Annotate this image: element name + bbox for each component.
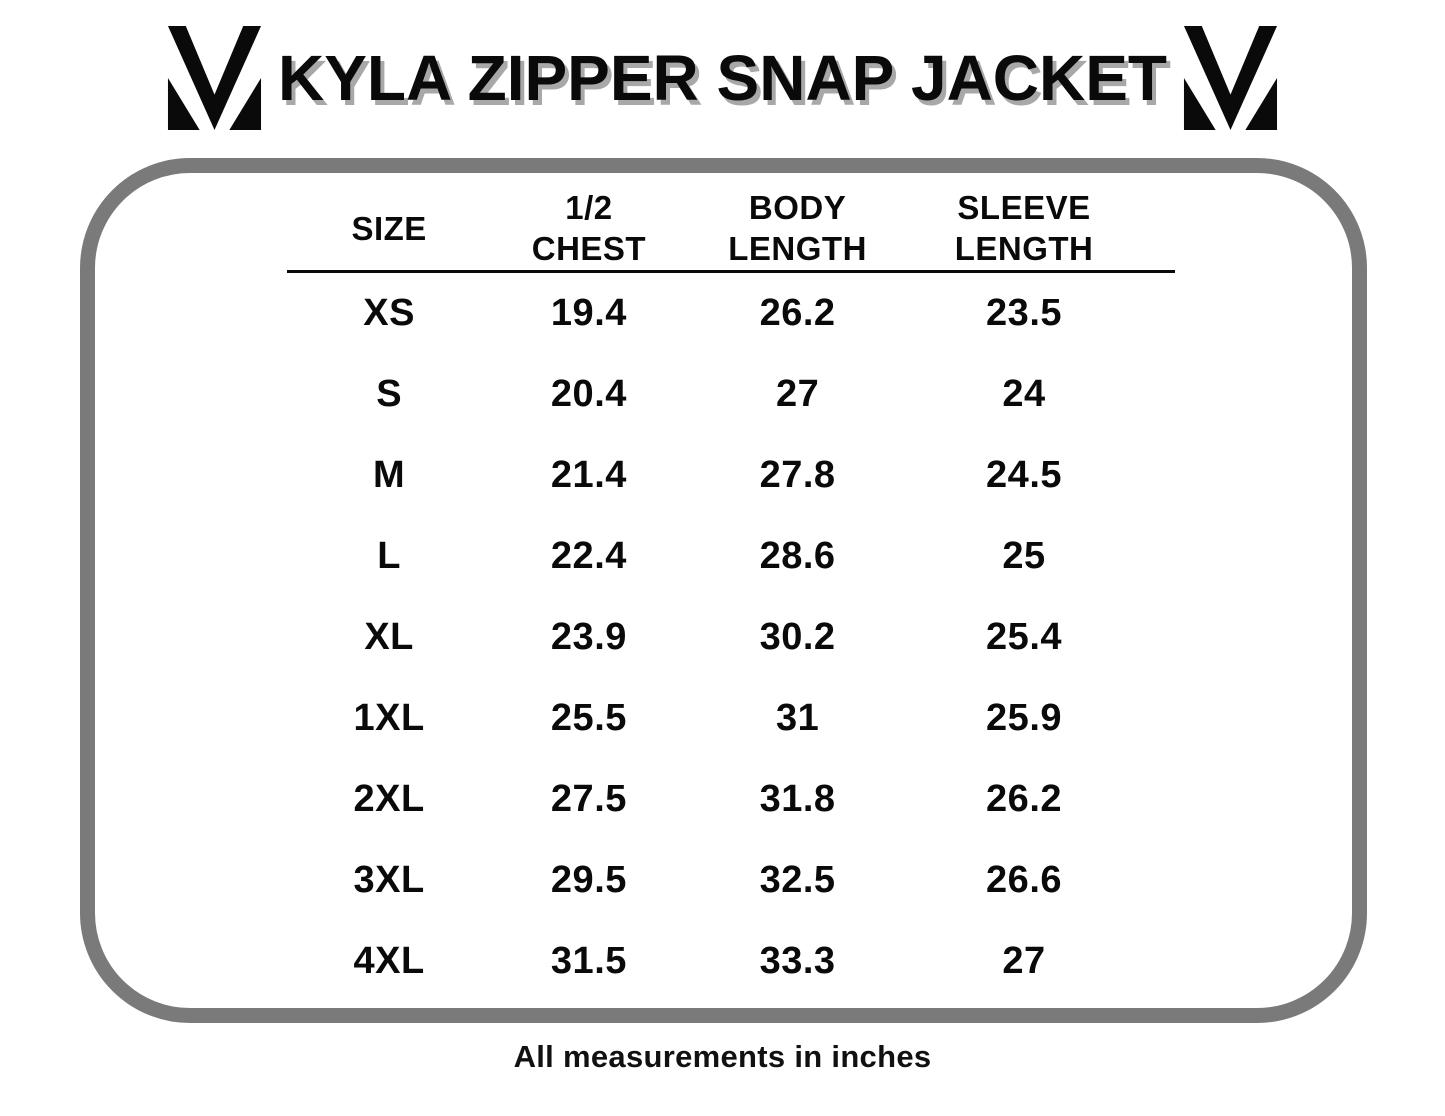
table-row-1xl: 1XL 25.5 31 25.9 bbox=[287, 678, 1175, 759]
body-length-value: 26.2 bbox=[759, 292, 836, 334]
half-chest-value: 27.5 bbox=[550, 778, 627, 820]
sleeve-length-value: 23.5 bbox=[986, 292, 1063, 334]
body-length-value: 31.8 bbox=[759, 778, 836, 820]
column-header-half-chest: 1/2 CHEST bbox=[531, 189, 647, 268]
table-row-2xl: 2XL 27.5 31.8 26.2 bbox=[287, 759, 1175, 840]
size-label: 2XL bbox=[353, 778, 425, 820]
half-chest-value: 20.4 bbox=[550, 373, 627, 415]
title-row: KYLA ZIPPER SNAP JACKET bbox=[0, 0, 1445, 134]
table-row-4xl: 4XL 31.5 33.3 27 bbox=[287, 921, 1175, 1002]
size-label: M bbox=[373, 454, 406, 496]
sleeve-length-value: 24 bbox=[1002, 373, 1046, 415]
size-chart-table: SIZE 1/2 CHEST BODY LENGTH SLEEVE LENGTH… bbox=[287, 187, 1175, 1002]
sleeve-length-value: 25.9 bbox=[986, 697, 1063, 739]
size-label: XS bbox=[363, 292, 415, 334]
half-chest-value: 25.5 bbox=[550, 697, 627, 739]
page-title: KYLA ZIPPER SNAP JACKET bbox=[277, 42, 1168, 114]
size-label: 3XL bbox=[353, 859, 425, 901]
body-length-value: 31 bbox=[775, 697, 820, 739]
body-length-value: 33.3 bbox=[759, 940, 836, 982]
half-chest-value: 19.4 bbox=[550, 292, 627, 334]
brand-m-monogram-icon bbox=[165, 26, 264, 130]
half-chest-value: 29.5 bbox=[550, 859, 627, 901]
sleeve-length-value: 24.5 bbox=[986, 454, 1063, 496]
body-length-value: 27 bbox=[775, 373, 820, 415]
size-label: 1XL bbox=[353, 697, 425, 739]
sleeve-length-value: 26.6 bbox=[986, 859, 1063, 901]
column-header-size: SIZE bbox=[351, 209, 427, 247]
sleeve-length-value: 26.2 bbox=[986, 778, 1063, 820]
size-label: 4XL bbox=[353, 940, 425, 982]
sleeve-length-value: 25.4 bbox=[986, 616, 1063, 658]
half-chest-value: 22.4 bbox=[550, 535, 627, 577]
table-row-s: S 20.4 27 24 bbox=[287, 354, 1175, 435]
sleeve-length-value: 27 bbox=[1002, 940, 1046, 982]
body-length-value: 32.5 bbox=[759, 859, 836, 901]
measurements-note: All measurements in inches bbox=[513, 1039, 932, 1074]
body-length-value: 28.6 bbox=[759, 535, 836, 577]
table-row-xl: XL 23.9 30.2 25.4 bbox=[287, 597, 1175, 678]
size-label: S bbox=[376, 373, 403, 415]
table-header-row: SIZE 1/2 CHEST BODY LENGTH SLEEVE LENGTH bbox=[287, 187, 1175, 273]
half-chest-value: 31.5 bbox=[550, 940, 627, 982]
half-chest-value: 21.4 bbox=[550, 454, 627, 496]
size-label: L bbox=[377, 535, 401, 577]
size-label: XL bbox=[364, 616, 414, 658]
column-header-sleeve-length: SLEEVE LENGTH bbox=[954, 189, 1094, 268]
table-row-l: L 22.4 28.6 25 bbox=[287, 516, 1175, 597]
table-row-3xl: 3XL 29.5 32.5 26.6 bbox=[287, 840, 1175, 921]
half-chest-value: 23.9 bbox=[550, 616, 627, 658]
sleeve-length-value: 25 bbox=[1002, 535, 1046, 577]
body-length-value: 30.2 bbox=[759, 616, 836, 658]
size-chart-box: SIZE 1/2 CHEST BODY LENGTH SLEEVE LENGTH… bbox=[80, 158, 1367, 1023]
column-header-body-length: BODY LENGTH bbox=[728, 189, 867, 268]
brand-m-monogram-icon bbox=[1181, 26, 1280, 130]
table-row-m: M 21.4 27.8 24.5 bbox=[287, 435, 1175, 516]
table-row-xs: XS 19.4 26.2 23.5 bbox=[287, 273, 1175, 354]
body-length-value: 27.8 bbox=[759, 454, 836, 496]
